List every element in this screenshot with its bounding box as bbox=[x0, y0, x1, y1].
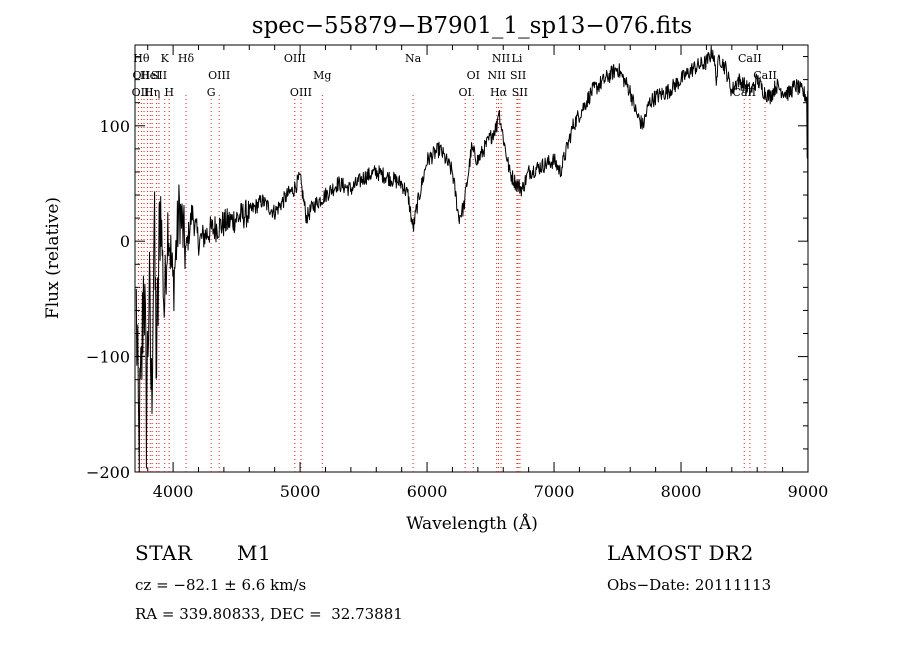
spectral-line-label: CaII bbox=[753, 69, 777, 82]
y-tick-label: 0 bbox=[120, 232, 130, 251]
x-axis-label: Wavelength (Å) bbox=[406, 513, 538, 534]
plot-area: 4000 5000 6000 7000 8000 9000 −200 −100 0 100 Hθ OI… bbox=[86, 44, 829, 501]
spectral-line-label: SII bbox=[151, 69, 167, 82]
spectral-line-label: K bbox=[161, 52, 170, 65]
x-tick-label: 7000 bbox=[534, 482, 575, 501]
chart-title: spec−55879−B7901_1_sp13−076.fits bbox=[252, 13, 692, 39]
survey-name: LAMOST DR2 bbox=[607, 541, 754, 565]
coordinates: RA = 339.80833, DEC = 32.73881 bbox=[135, 605, 403, 623]
y-tick-label: −100 bbox=[86, 348, 130, 367]
spectral-line-label: Li bbox=[512, 52, 523, 65]
y-tick-label: −200 bbox=[86, 463, 130, 482]
spectral-line-label: OI bbox=[458, 86, 471, 99]
spectral-line-label: OII bbox=[132, 69, 150, 82]
spectral-line-label: Hθ bbox=[133, 52, 150, 65]
object-subclass: M1 bbox=[237, 541, 272, 565]
x-tick-label: 9000 bbox=[788, 482, 829, 501]
x-tick-label: 4000 bbox=[153, 482, 194, 501]
plot-frame bbox=[134, 44, 809, 473]
x-tick-label: 8000 bbox=[661, 482, 702, 501]
object-class: STAR bbox=[135, 541, 193, 565]
spectral-line-label: OIII bbox=[208, 69, 230, 82]
spectral-line-label: NII bbox=[487, 69, 505, 82]
redshift-velocity: cz = −82.1 ± 6.6 km/s bbox=[135, 576, 307, 594]
spectral-line-label: OIII bbox=[132, 86, 154, 99]
spectral-line-label: CaII bbox=[732, 86, 756, 99]
spectral-line-label: OI bbox=[467, 69, 480, 82]
y-tick-label: 100 bbox=[99, 117, 130, 136]
spectral-line-label: H bbox=[164, 86, 174, 99]
spectrum-series-line bbox=[135, 45, 809, 473]
spectral-line-label: Mg bbox=[313, 69, 331, 82]
y-axis-label: Flux (relative) bbox=[43, 197, 63, 319]
spectral-line-label: NII bbox=[492, 52, 510, 65]
observation-date: Obs−Date: 20111113 bbox=[607, 576, 772, 594]
spectral-line-label: OIII bbox=[290, 86, 312, 99]
spectral-line-label: Hη bbox=[144, 86, 160, 99]
x-tick-label: 5000 bbox=[280, 482, 321, 501]
spectral-line-label: HeI bbox=[140, 69, 160, 82]
spectral-line-label: CaII bbox=[738, 52, 762, 65]
spectral-line-label: G bbox=[207, 86, 216, 99]
spectral-line-label: Hα bbox=[490, 86, 508, 99]
spectral-line-label: SII bbox=[512, 86, 528, 99]
spectral-line-label: Hδ bbox=[178, 52, 195, 65]
spectral-line-label: SII bbox=[510, 69, 526, 82]
spectral-line-label: OIII bbox=[284, 52, 306, 65]
spectral-line-label: Na bbox=[405, 52, 422, 65]
x-tick-label: 6000 bbox=[407, 482, 448, 501]
